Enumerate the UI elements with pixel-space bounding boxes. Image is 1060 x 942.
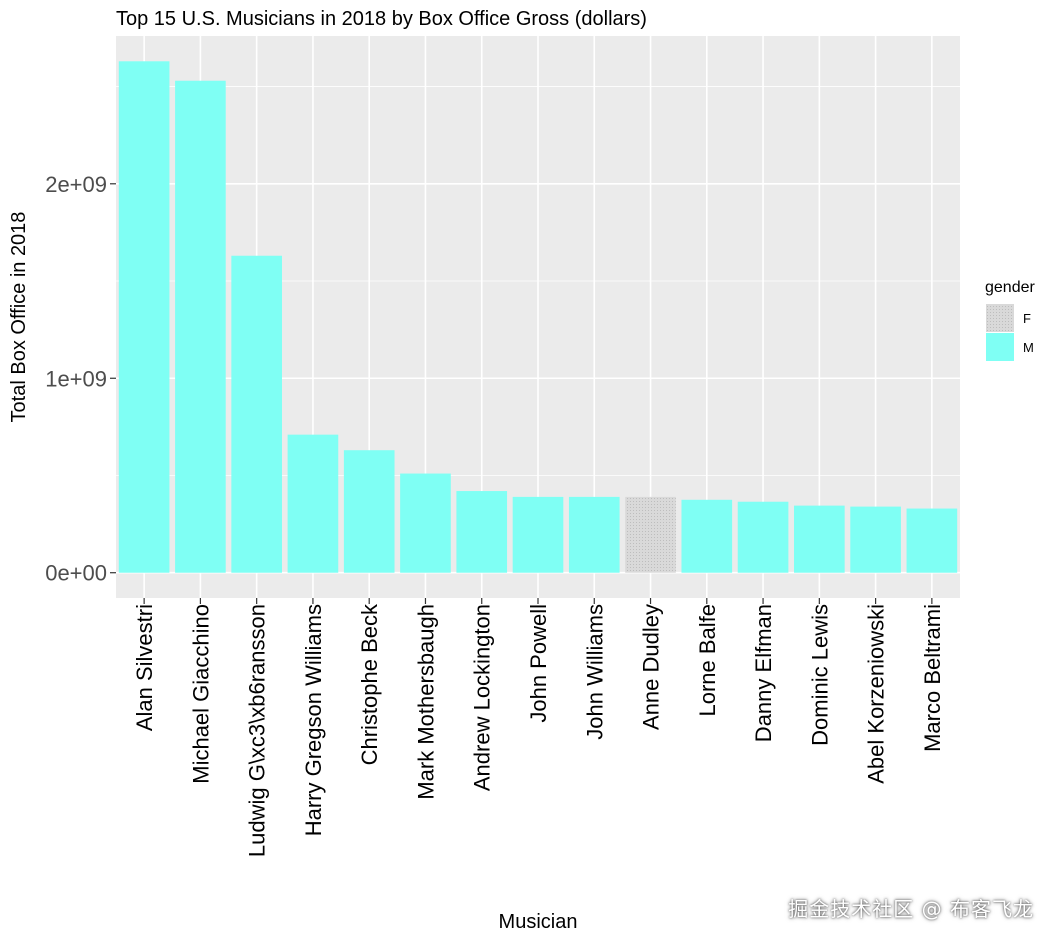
legend: gender FM [985, 279, 1035, 361]
bar-5 [343, 450, 395, 573]
bar-1 [118, 61, 170, 573]
bar-15 [906, 508, 958, 573]
bar-7 [456, 491, 508, 573]
legend-title: gender [985, 279, 1035, 296]
bar-4 [287, 434, 339, 573]
x-tick-label: Ludwig G\xc3\xb6ransson [245, 604, 270, 857]
x-tick-label: Marco Beltrami [920, 604, 945, 752]
x-tick-label: Mark Mothersbaugh [413, 604, 438, 800]
bar-6 [400, 473, 451, 573]
watermark: 掘金技术社区 @ 布客飞龙 [788, 897, 1034, 921]
x-tick-label: Michael Giacchino [188, 604, 213, 784]
bar-13 [794, 505, 845, 573]
bar-3 [231, 255, 282, 573]
bar-10 [625, 496, 676, 573]
x-tick-label: Danny Elfman [751, 604, 776, 742]
bar-11 [681, 499, 733, 573]
x-axis: Alan Silvestri Michael Giacchino Ludwig G\… [132, 598, 945, 857]
x-tick-label: John Williams [582, 604, 607, 740]
y-tick-label: 2e+09 [45, 172, 107, 197]
legend-key-F [986, 304, 1014, 332]
x-tick-label: Dominic Lewis [807, 604, 832, 746]
legend-key-M [986, 333, 1014, 361]
bar-2 [175, 80, 226, 573]
bar-9 [568, 496, 620, 573]
legend-label-M: M [1023, 340, 1034, 355]
y-axis: 0e+00 1e+09 2e+09 [45, 172, 116, 586]
x-tick-label: John Powell [526, 604, 551, 723]
x-tick-label: Andrew Lockington [470, 604, 495, 791]
x-tick-label: Harry Gregson Williams [301, 604, 326, 836]
bar-8 [512, 496, 564, 573]
bar-14 [850, 506, 901, 573]
y-tick-label: 1e+09 [45, 366, 107, 391]
x-tick-label: Lorne Balfe [695, 604, 720, 717]
bars [118, 61, 958, 573]
x-tick-label: Christophe Beck [357, 603, 382, 765]
bar-12 [737, 501, 789, 573]
y-axis-title: Total Box Office in 2018 [8, 212, 30, 423]
legend-label-F: F [1023, 311, 1031, 326]
y-tick-label: 0e+00 [45, 561, 107, 586]
x-axis-title: Musician [499, 911, 578, 933]
x-tick-label: Alan Silvestri [132, 604, 157, 731]
chart-title: Top 15 U.S. Musicians in 2018 by Box Off… [116, 8, 647, 30]
x-tick-label: Abel Korzeniowski [864, 604, 889, 784]
x-tick-label: Anne Dudley [639, 604, 664, 730]
